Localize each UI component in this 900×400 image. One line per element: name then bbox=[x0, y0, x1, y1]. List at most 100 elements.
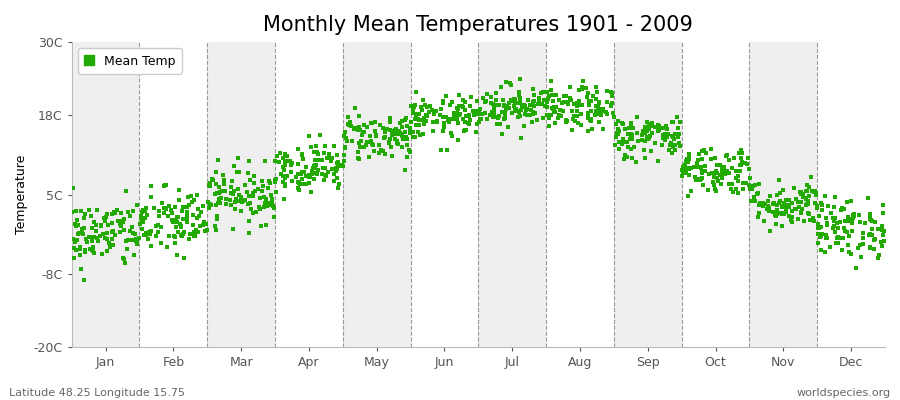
Point bbox=[799, 202, 814, 208]
Point bbox=[176, 216, 190, 223]
Point bbox=[641, 136, 655, 142]
Point bbox=[842, 232, 856, 239]
Point bbox=[360, 124, 374, 130]
Point bbox=[829, 240, 843, 246]
Point bbox=[103, 244, 117, 250]
Point bbox=[705, 170, 719, 176]
Point bbox=[608, 134, 623, 140]
Point bbox=[618, 152, 633, 158]
Point bbox=[830, 220, 844, 226]
Point bbox=[400, 115, 414, 122]
Point bbox=[299, 164, 313, 170]
Point bbox=[136, 219, 150, 225]
Point bbox=[571, 107, 585, 114]
Point bbox=[559, 93, 573, 99]
Point bbox=[802, 193, 816, 199]
Point bbox=[677, 162, 691, 169]
Bar bbox=[614, 42, 681, 347]
Point bbox=[863, 245, 878, 252]
Point bbox=[559, 116, 573, 123]
Point bbox=[837, 228, 851, 234]
Point bbox=[411, 122, 426, 128]
Point bbox=[536, 114, 550, 121]
Point bbox=[680, 158, 695, 165]
Point bbox=[436, 100, 450, 106]
Point bbox=[426, 119, 440, 125]
Point bbox=[100, 236, 114, 242]
Point bbox=[192, 213, 206, 219]
Point bbox=[510, 114, 525, 120]
Point bbox=[498, 111, 512, 117]
Point bbox=[579, 85, 593, 92]
Point bbox=[269, 189, 284, 196]
Point bbox=[872, 252, 886, 258]
Point bbox=[837, 225, 851, 231]
Point bbox=[513, 76, 527, 82]
Point bbox=[672, 130, 687, 137]
Point bbox=[348, 105, 363, 111]
Point bbox=[769, 213, 783, 220]
Point bbox=[722, 181, 736, 187]
Point bbox=[800, 181, 814, 188]
Point bbox=[66, 235, 80, 242]
Point bbox=[810, 203, 824, 210]
Point bbox=[400, 122, 414, 129]
Point bbox=[651, 122, 665, 128]
Point bbox=[450, 116, 464, 122]
Point bbox=[521, 97, 535, 104]
Point bbox=[865, 218, 879, 225]
Point bbox=[580, 94, 594, 100]
Point bbox=[311, 156, 326, 163]
Point bbox=[526, 98, 540, 105]
Point bbox=[635, 128, 650, 134]
Point bbox=[181, 194, 195, 200]
Point bbox=[307, 148, 321, 155]
Point bbox=[666, 144, 680, 150]
Point bbox=[695, 156, 709, 162]
Point bbox=[412, 111, 427, 117]
Point bbox=[841, 242, 855, 248]
Point bbox=[856, 241, 870, 248]
Point bbox=[777, 200, 791, 206]
Point bbox=[800, 201, 814, 208]
Point bbox=[154, 224, 168, 231]
Point bbox=[662, 131, 676, 138]
Point bbox=[627, 144, 642, 150]
Point bbox=[611, 139, 625, 146]
Point bbox=[362, 154, 376, 160]
Point bbox=[683, 165, 698, 172]
Point bbox=[230, 169, 244, 175]
Point bbox=[508, 96, 522, 102]
Point bbox=[534, 90, 548, 96]
Point bbox=[845, 228, 859, 234]
Point bbox=[76, 231, 91, 237]
Point bbox=[190, 229, 204, 236]
Point bbox=[98, 218, 112, 224]
Point bbox=[639, 118, 653, 125]
Point bbox=[515, 104, 529, 110]
Point bbox=[284, 158, 298, 164]
Point bbox=[123, 213, 138, 220]
Point bbox=[401, 147, 416, 154]
Point bbox=[325, 155, 339, 162]
Point bbox=[476, 95, 491, 102]
Point bbox=[762, 193, 777, 200]
Point bbox=[184, 193, 198, 199]
Point bbox=[787, 185, 801, 191]
Point bbox=[616, 136, 631, 143]
Point bbox=[341, 121, 356, 128]
Point bbox=[416, 97, 430, 104]
Point bbox=[502, 80, 517, 86]
Point bbox=[67, 255, 81, 261]
Point bbox=[781, 202, 796, 209]
Point bbox=[168, 234, 183, 240]
Point bbox=[413, 132, 428, 139]
Point bbox=[441, 119, 455, 125]
Point bbox=[780, 202, 795, 209]
Point bbox=[89, 228, 104, 234]
Point bbox=[570, 100, 584, 106]
Point bbox=[766, 200, 780, 207]
Point bbox=[451, 106, 465, 112]
Point bbox=[619, 154, 634, 160]
Point bbox=[297, 168, 311, 175]
